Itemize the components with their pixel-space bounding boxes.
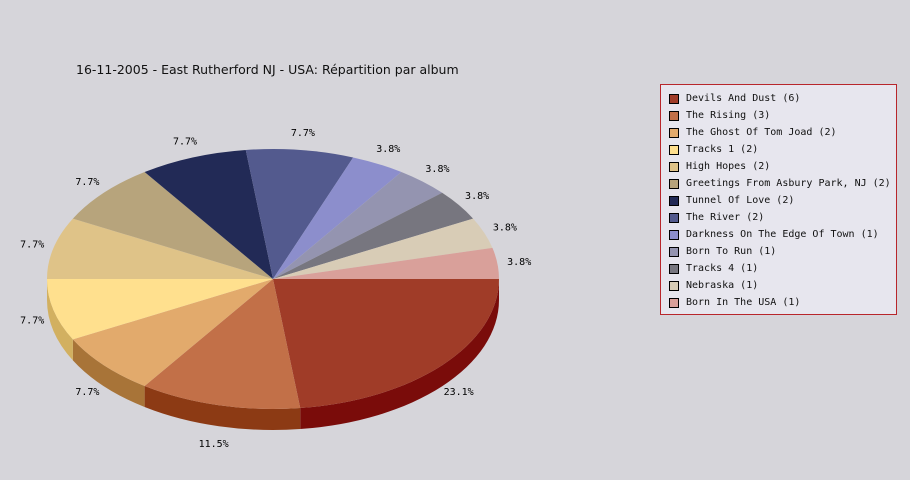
legend-label: Tracks 4 (1) [686, 263, 759, 274]
pie-slice-devils-and-dust [273, 279, 499, 409]
legend-item-high-hopes: High Hopes (2) [669, 158, 896, 175]
legend-swatch [669, 127, 679, 138]
pie-slice-born-to-run [273, 172, 443, 279]
pie-label-born-to-run: 3.8% [425, 164, 449, 175]
pie-slice-high-hopes [47, 218, 273, 279]
pie-label-darkness-on-the-edge-of-town: 3.8% [376, 144, 400, 155]
legend-label: Tracks 1 (2) [686, 144, 759, 155]
legend-item-tracks-1: Tracks 1 (2) [669, 141, 896, 158]
legend: Devils And Dust (6) The Rising (3) The Gho… [660, 84, 897, 315]
pie-slice-the-rising [144, 279, 301, 409]
legend-swatch [669, 93, 679, 104]
pie-slice-tracks-1 [47, 279, 273, 340]
legend-swatch [669, 297, 679, 308]
pie-slice-darkness-on-the-edge-of-town [273, 157, 402, 279]
legend-swatch [669, 178, 679, 189]
pie-slice-the-ghost-of-tom-joad [72, 279, 274, 386]
legend-swatch [669, 212, 679, 223]
pie-slice-tunnel-of-love [144, 149, 273, 279]
pie-label-high-hopes: 7.7% [20, 240, 44, 251]
legend-swatch [669, 229, 679, 240]
legend-item-born-in-the-usa: Born In The USA (1) [669, 294, 896, 311]
legend-label: The River (2) [686, 212, 765, 223]
legend-label: Tunnel Of Love (2) [686, 195, 795, 206]
legend-item-the-rising: The Rising (3) [669, 107, 896, 124]
legend-label: Nebraska (1) [686, 280, 759, 291]
pie-slice-tracks-4 [273, 192, 474, 279]
legend-swatch [669, 110, 679, 121]
pie-slice-the-river [245, 149, 354, 279]
legend-label: Darkness On The Edge Of Town (1) [686, 229, 879, 240]
pie-label-the-river: 7.7% [291, 128, 315, 139]
legend-swatch [669, 280, 679, 291]
legend-swatch [669, 195, 679, 206]
legend-item-the-river: The River (2) [669, 209, 896, 226]
pie-slice-side-the-ghost-of-tom-joad [72, 339, 145, 407]
legend-swatch [669, 246, 679, 257]
legend-item-greetings-from-asbury-park-nj: Greetings From Asbury Park, NJ (2) [669, 175, 896, 192]
pie-label-greetings-from-asbury-park-nj: 7.7% [75, 177, 99, 188]
pie-slice-side-tracks-1 [47, 279, 73, 361]
pie-slice-greetings-from-asbury-park-nj [72, 172, 274, 279]
legend-label: Greetings From Asbury Park, NJ (2) [686, 178, 891, 189]
pie-label-tracks-1: 7.7% [20, 315, 44, 326]
legend-label: Born In The USA (1) [686, 297, 801, 308]
legend-item-nebraska: Nebraska (1) [669, 277, 896, 294]
legend-swatch [669, 144, 679, 155]
legend-item-tracks-4: Tracks 4 (1) [669, 260, 896, 277]
pie-slice-side-devils-and-dust [300, 279, 499, 430]
legend-label: Born To Run (1) [686, 246, 777, 257]
pie-label-tracks-4: 3.8% [465, 191, 489, 202]
legend-swatch [669, 161, 679, 172]
legend-label: High Hopes (2) [686, 161, 771, 172]
legend-item-the-ghost-of-tom-joad: The Ghost Of Tom Joad (2) [669, 124, 896, 141]
legend-label: The Rising (3) [686, 110, 771, 121]
chart-title: 16-11-2005 - East Rutherford NJ - USA: R… [76, 62, 459, 77]
legend-item-tunnel-of-love: Tunnel Of Love (2) [669, 192, 896, 209]
legend-item-born-to-run: Born To Run (1) [669, 243, 896, 260]
legend-swatch [669, 263, 679, 274]
legend-item-devils-and-dust: Devils And Dust (6) [669, 90, 896, 107]
pie-label-the-rising: 11.5% [199, 439, 229, 450]
legend-item-darkness-on-the-edge-of-town: Darkness On The Edge Of Town (1) [669, 226, 896, 243]
pie-slice-born-in-the-usa [273, 247, 499, 279]
pie-slice-nebraska [273, 218, 493, 279]
legend-label: Devils And Dust (6) [686, 93, 801, 104]
pie-label-the-ghost-of-tom-joad: 7.7% [75, 387, 99, 398]
pie-slice-side-the-rising [144, 385, 301, 430]
pie-label-devils-and-dust: 23.1% [444, 387, 474, 398]
pie-label-nebraska: 3.8% [493, 223, 517, 234]
pie-label-tunnel-of-love: 7.7% [173, 137, 197, 148]
legend-label: The Ghost Of Tom Joad (2) [686, 127, 837, 138]
pie-label-born-in-the-usa: 3.8% [507, 257, 531, 268]
